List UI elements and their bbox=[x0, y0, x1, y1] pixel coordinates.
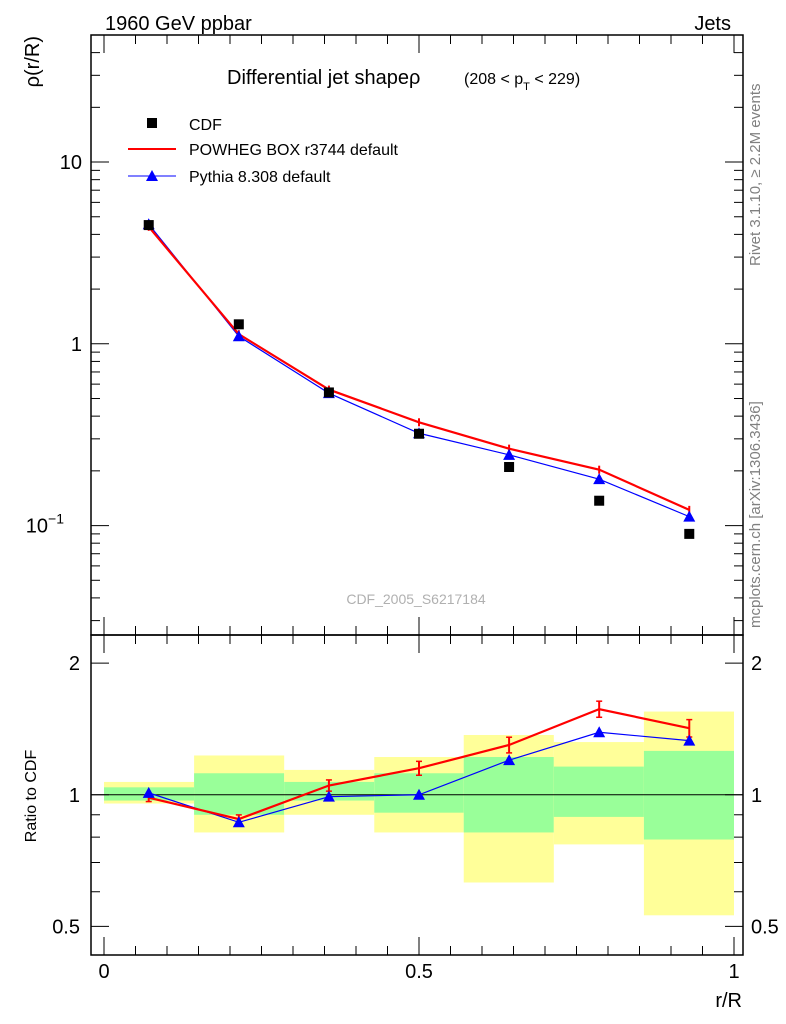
ratio-pythia-point bbox=[142, 786, 155, 798]
ratio-pythia-point bbox=[232, 816, 245, 828]
main-y-tick-label: 1 bbox=[71, 334, 82, 356]
pythia-point bbox=[503, 448, 516, 460]
ratio-pythia-point bbox=[593, 726, 606, 738]
x-axis-label: r/R bbox=[715, 990, 742, 1012]
main-y-tick-label-exp: −1 bbox=[48, 511, 64, 527]
main-y-tick-label: 10 bbox=[60, 152, 82, 174]
main-y-tick-label: 10−1 bbox=[26, 511, 64, 538]
cdf-point bbox=[233, 319, 244, 330]
legend-powheg-label: POWHEG BOX r3744 default bbox=[189, 142, 399, 159]
main-plot-marks bbox=[142, 218, 696, 539]
ratio-pythia-point bbox=[413, 788, 425, 800]
legend-pythia-marker bbox=[146, 170, 158, 181]
main-title: Differential jet shapeρ bbox=[227, 67, 420, 89]
ratio-y-tick-label-left: 1 bbox=[69, 785, 80, 807]
ratio-x-tick-label: 1 bbox=[728, 961, 739, 983]
ratio-band-inner bbox=[194, 773, 285, 815]
ratio-x-tick-label: 0.5 bbox=[405, 961, 433, 983]
ratio-band-inner bbox=[553, 766, 644, 817]
pythia-point bbox=[683, 510, 696, 522]
pythia-point bbox=[593, 473, 606, 485]
cdf-point bbox=[684, 528, 695, 539]
ratio-y-tick-label-right: 1 bbox=[751, 785, 762, 807]
legend-cdf-label: CDF bbox=[189, 117, 222, 134]
pythia-point bbox=[232, 330, 245, 342]
ratio-plot-marks bbox=[142, 700, 696, 828]
legend: CDF POWHEG BOX r3744 default Pythia 8.30… bbox=[128, 117, 399, 186]
ratio-y-tick-label-left: 2 bbox=[69, 653, 80, 675]
ratio-pythia-point bbox=[683, 734, 696, 746]
header-jets: Jets bbox=[694, 13, 731, 35]
ratio-pythia-point bbox=[322, 790, 335, 802]
mcplots-label: mcplots.cern.ch [arXiv:1306.3436] bbox=[747, 401, 764, 628]
cdf-point bbox=[323, 387, 334, 398]
ratio-y-tick-label-right: 2 bbox=[751, 653, 762, 675]
rivet-version-label: Rivet 3.1.10, ≥ 2.2M events bbox=[747, 84, 764, 267]
ratio-y-tick-label-left: 0.5 bbox=[52, 916, 80, 938]
y-axis-label-ratio: Ratio to CDF bbox=[23, 750, 40, 843]
powheg-line bbox=[147, 226, 690, 511]
cdf-point bbox=[414, 428, 424, 439]
legend-pythia-label: Pythia 8.308 default bbox=[189, 169, 331, 186]
ratio-x-tick-label: 0 bbox=[98, 961, 109, 983]
y-axis-label-main: ρ(r/R) bbox=[22, 36, 44, 87]
main-y-tick-label-base: 10 bbox=[26, 516, 48, 538]
ratio-plot-frame bbox=[90, 634, 744, 956]
ratio-pythia-point bbox=[503, 754, 516, 766]
header-energy: 1960 GeV ppbar bbox=[105, 13, 252, 35]
legend-cdf-marker bbox=[147, 118, 157, 128]
cdf-point bbox=[594, 495, 605, 506]
main-title-range: (208 < pT < 229) bbox=[464, 71, 580, 93]
ratio-bands bbox=[104, 711, 734, 916]
cdf-point bbox=[504, 462, 515, 473]
cdf-point bbox=[143, 220, 154, 231]
ratio-y-tick-label-right: 0.5 bbox=[751, 916, 779, 938]
ratio-axis-ticks: 0.5 0.5 1 1 2 2 0 0.5 1 bbox=[52, 635, 779, 983]
analysis-watermark: CDF_2005_S6217184 bbox=[346, 591, 486, 607]
